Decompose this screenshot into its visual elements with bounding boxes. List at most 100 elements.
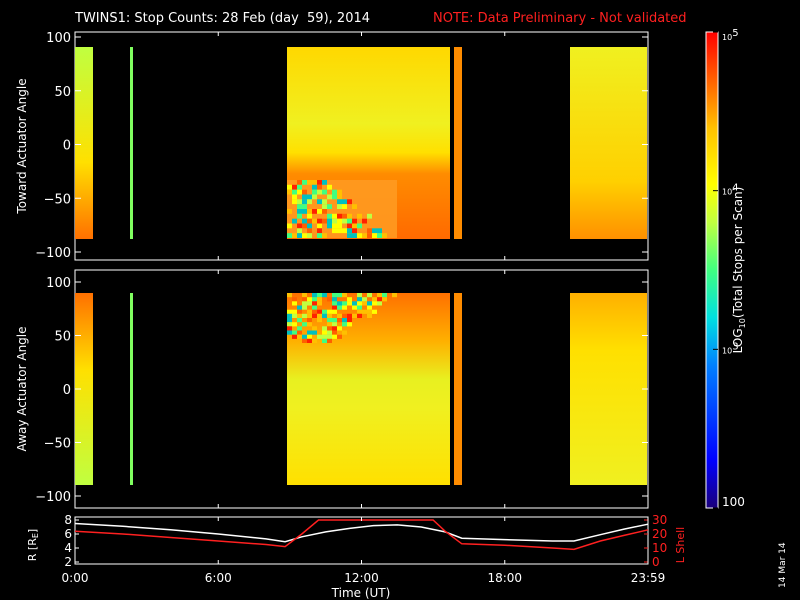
noise-cell [317,223,322,229]
noise-cell [347,313,352,318]
noise-cell [317,233,322,238]
noise-cell [292,218,297,224]
noise-cell [332,218,337,224]
noise-cell [332,228,337,234]
noise-cell [342,199,347,205]
noise-cell [327,184,332,190]
away-segment-spike [130,293,133,485]
noise-cell [392,293,397,298]
noise-cell [312,180,317,185]
noise-cell [327,218,332,224]
noise-cell [332,213,337,219]
noise-cell [307,194,312,200]
noise-cell [327,297,332,302]
noise-cell [372,233,377,238]
noise-cell [312,313,317,318]
noise-cell [357,309,362,314]
noise-cell [297,209,302,214]
noise-cell [297,313,302,318]
noise-cell [352,228,357,234]
noise-cell [337,293,342,298]
noise-cell [327,213,332,219]
noise-cell [377,301,382,306]
noise-cell [307,218,312,224]
noise-cell [327,309,332,314]
time-xticks: 0:00 6:00 12:00 18:00 23:59 [62,32,665,585]
noise-cell [337,199,342,205]
noise-cell [327,334,332,339]
noise-cell [312,338,317,343]
noise-cell [332,293,337,298]
noise-cell [337,301,342,306]
noise-cell [342,301,347,306]
noise-cell [312,218,317,224]
noise-cell [377,228,382,234]
noise-cell [367,213,372,219]
noise-cell [352,204,357,209]
noise-cell [287,326,292,331]
noise-cell [377,293,382,298]
noise-cell [332,322,337,327]
noise-cell [342,228,347,234]
noise-cell [342,218,347,224]
noise-cell [307,213,312,219]
noise-cell [297,204,302,209]
noise-cell [307,330,312,335]
noise-cell [337,334,342,339]
noise-cell [287,313,292,318]
noise-cell [357,297,362,302]
noise-cell [342,313,347,318]
l-shell-line [74,519,649,551]
noise-cell [307,180,312,185]
noise-cell [297,184,302,190]
noise-cell [362,301,367,306]
noise-cell [337,305,342,310]
noise-cell [337,189,342,195]
noise-cell [297,318,302,323]
noise-cell [317,293,322,298]
toward-segment-start [75,47,93,239]
noise-cell [312,184,317,190]
noise-cell [292,184,297,190]
noise-cell [317,209,322,214]
noise-cell [327,330,332,335]
noise-cell [302,218,307,224]
colorbar: 105 104 103 100 LOG10(Total Stops per Scan) [705,28,747,509]
noise-cell [347,218,352,224]
noise-cell [327,318,332,323]
noise-cell [352,301,357,306]
noise-cell [292,330,297,335]
preliminary-note: NOTE: Data Preliminary - Not validated [433,11,687,26]
colorbar-scale [705,31,719,509]
noise-cell [382,297,387,302]
toward-heatmap [75,47,647,239]
noise-cell [297,213,302,219]
noise-cell [332,194,337,200]
noise-cell [297,233,302,238]
time-xlabel: Time (UT) [331,586,391,600]
noise-cell [357,293,362,298]
noise-cell [302,209,307,214]
noise-cell [367,301,372,306]
orbit-right-tick-label: 30 [652,513,667,527]
noise-cell [332,223,337,229]
noise-cell [297,334,302,339]
toward-segment-spike [130,47,133,239]
noise-cell [347,199,352,205]
noise-cell [292,233,297,238]
noise-cell [332,189,337,195]
away-ytick-label: −50 [44,437,71,452]
noise-cell [377,297,382,302]
noise-cell [292,297,297,302]
away-segment-narrow [454,293,462,485]
noise-cell [357,301,362,306]
noise-cell [337,313,342,318]
noise-cell [347,213,352,219]
noise-cell [287,309,292,314]
noise-cell [317,318,322,323]
orbit-left-tick-label: 2 [64,555,72,569]
away-ytick-label: −100 [35,490,71,505]
noise-cell [327,326,332,331]
noise-cell [312,297,317,302]
